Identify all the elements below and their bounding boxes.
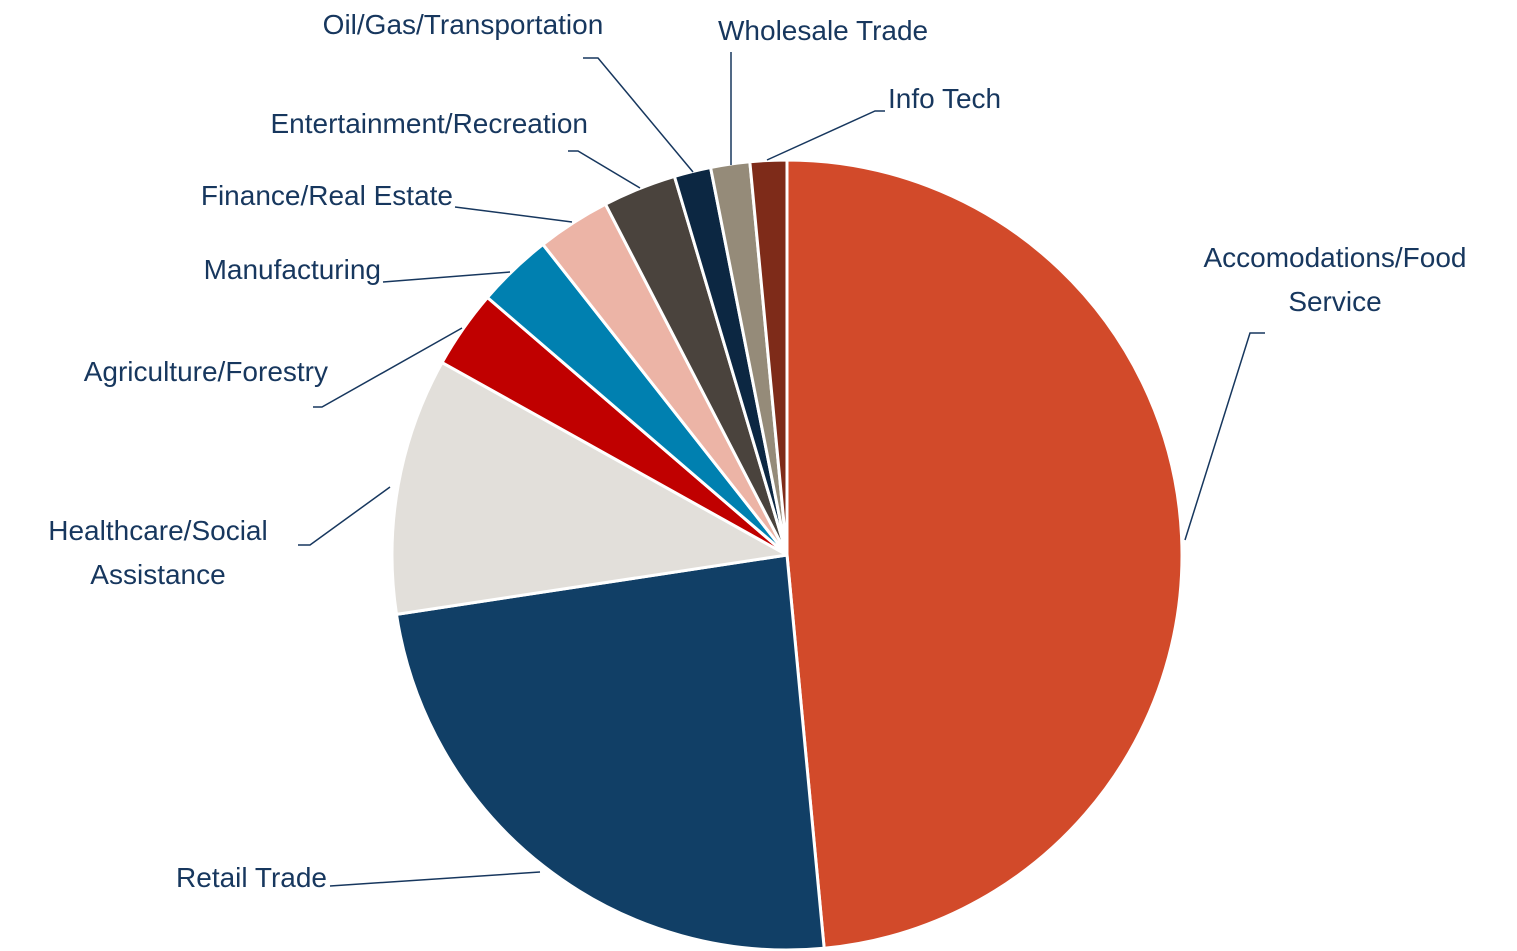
slice-label: Healthcare/Social Assistance bbox=[48, 515, 268, 590]
slice-label: Accomodations/Food Service bbox=[1203, 242, 1467, 317]
pie-slice bbox=[394, 553, 826, 951]
pie-slice bbox=[785, 158, 1184, 950]
leader-line bbox=[382, 271, 511, 283]
slice-label: Entertainment/Recreation bbox=[270, 108, 588, 139]
pie-slice bbox=[390, 361, 789, 616]
slice-label: Agriculture/Forestry bbox=[83, 356, 328, 387]
slice-label: Manufacturing bbox=[203, 254, 381, 285]
slice-label: Wholesale Trade bbox=[718, 15, 929, 46]
leader-line bbox=[766, 110, 885, 161]
leader-line bbox=[1184, 332, 1265, 541]
leader-line bbox=[313, 327, 463, 408]
slice-label: Oil/Gas/Transportation bbox=[322, 9, 604, 40]
pie-slice bbox=[748, 158, 789, 557]
leader-line bbox=[298, 486, 391, 546]
slice-label: Info Tech bbox=[888, 83, 1002, 114]
leader-line bbox=[583, 57, 694, 173]
slice-label: Retail Trade bbox=[176, 862, 327, 893]
leader-line bbox=[454, 206, 573, 223]
leader-line bbox=[568, 150, 641, 189]
leader-line bbox=[329, 871, 541, 887]
slice-label: Finance/Real Estate bbox=[200, 180, 453, 211]
